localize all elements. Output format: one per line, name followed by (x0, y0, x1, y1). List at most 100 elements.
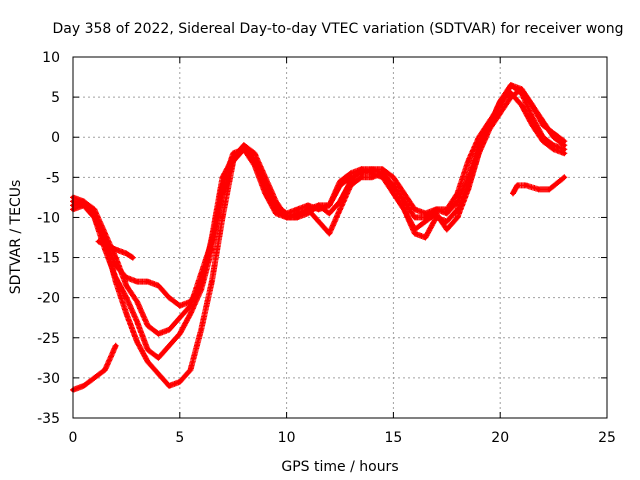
y-tick-label: 10 (42, 50, 60, 66)
data-points (70, 82, 568, 393)
data-point (316, 203, 321, 208)
data-point (156, 283, 161, 288)
data-point (145, 323, 150, 328)
data-point (519, 86, 524, 92)
data-point (401, 191, 407, 196)
data-point (263, 191, 268, 196)
data-point (166, 327, 172, 332)
data-point (423, 219, 428, 224)
data-point (145, 279, 150, 284)
data-point (130, 255, 136, 260)
data-point (562, 143, 567, 148)
series-segment-5 (70, 342, 119, 393)
data-point (348, 179, 353, 184)
data-point (92, 375, 97, 381)
data-point (156, 355, 161, 361)
data-point (113, 263, 118, 268)
data-point (423, 211, 428, 216)
series-segment-6 (95, 238, 136, 261)
data-point (562, 175, 567, 180)
data-point (252, 151, 257, 156)
data-point (455, 191, 460, 196)
data-point (104, 243, 110, 248)
data-point (92, 215, 97, 220)
data-point (145, 347, 150, 353)
data-point (220, 215, 225, 220)
data-point (523, 183, 529, 188)
x-tick-label: 10 (278, 430, 296, 446)
data-point (540, 135, 546, 140)
data-point (337, 179, 343, 184)
x-tick-label: 20 (491, 430, 509, 446)
data-point (198, 327, 204, 332)
y-tick-label: -25 (37, 331, 60, 347)
data-point (412, 227, 417, 232)
x-axis-label: GPS time / hours (281, 459, 398, 475)
data-point (124, 295, 129, 300)
data-point (273, 199, 279, 204)
data-point (113, 279, 118, 284)
y-tick-label: -10 (37, 210, 60, 226)
data-point (188, 311, 193, 316)
data-point (530, 114, 535, 120)
data-point (515, 183, 520, 188)
data-point (551, 135, 556, 140)
data-point (487, 118, 492, 124)
data-point (508, 82, 514, 88)
data-point (124, 275, 129, 280)
data-point (241, 143, 247, 148)
data-point (113, 247, 118, 252)
data-point (337, 207, 343, 212)
data-point (124, 251, 129, 256)
data-point (391, 191, 396, 196)
y-axis-label: SDTVAR / TECUs (8, 180, 24, 295)
data-point (96, 239, 101, 244)
data-point (305, 207, 311, 212)
data-point (498, 110, 503, 116)
y-axis: -35 -30 -25 -20 -15 -10 -5 0 5 10 (37, 50, 607, 427)
data-point (295, 215, 300, 220)
data-point (177, 303, 182, 308)
data-point (508, 94, 514, 100)
data-point (444, 219, 449, 224)
data-point (198, 283, 204, 288)
data-point (510, 191, 516, 196)
data-point (81, 199, 86, 204)
data-point (327, 211, 332, 216)
data-point (465, 159, 471, 164)
data-point (209, 279, 215, 284)
data-point (530, 102, 535, 108)
data-point (134, 339, 140, 344)
data-point (273, 211, 279, 216)
data-point (220, 175, 225, 180)
data-point (444, 207, 449, 212)
y-tick-label: -30 (37, 371, 60, 387)
data-point (412, 215, 417, 220)
data-point (156, 371, 161, 377)
data-point (166, 343, 172, 348)
data-point (102, 367, 108, 373)
y-tick-label: -5 (46, 170, 60, 186)
data-point (81, 203, 86, 208)
data-point (530, 122, 535, 128)
data-point (487, 127, 492, 132)
data-point (444, 227, 449, 232)
data-point (113, 343, 118, 348)
data-point (536, 187, 541, 192)
data-point (391, 175, 396, 180)
data-point (263, 175, 268, 180)
data-point (551, 143, 556, 148)
data-point (540, 118, 546, 124)
data-point (476, 135, 482, 140)
data-point (81, 383, 86, 389)
y-tick-label: -15 (37, 251, 60, 267)
data-point (455, 215, 460, 220)
data-point (562, 147, 567, 152)
x-tick-label: 25 (598, 430, 616, 446)
data-point (359, 175, 364, 180)
data-point (547, 187, 552, 192)
y-tick-label: -35 (37, 411, 60, 427)
x-tick-label: 15 (384, 430, 402, 446)
data-point (209, 235, 215, 240)
data-point (562, 151, 567, 156)
